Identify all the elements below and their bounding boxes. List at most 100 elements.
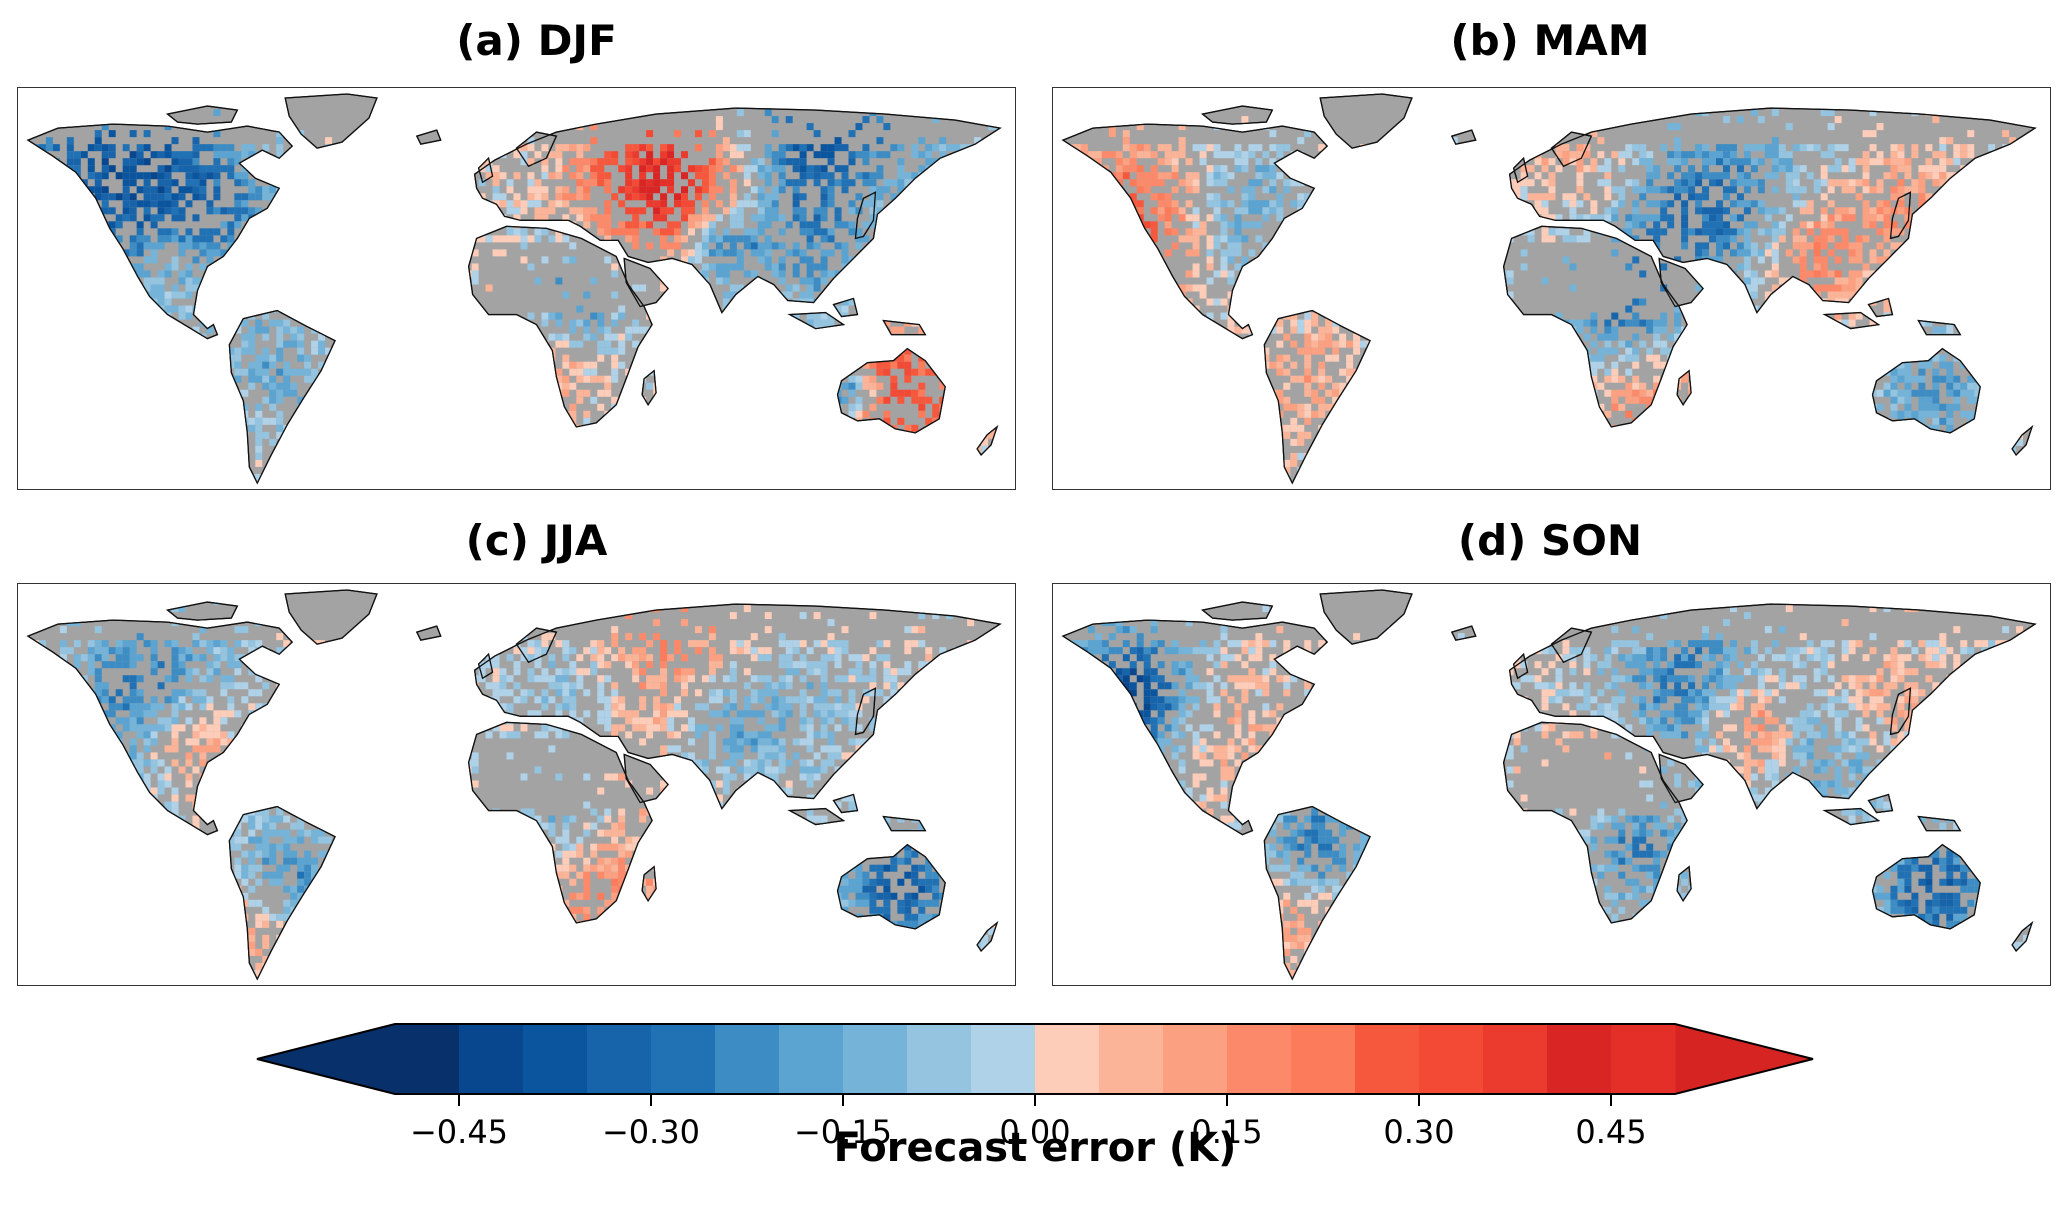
- grid-cell: [729, 389, 737, 397]
- grid-cell: [1646, 200, 1654, 208]
- grid-cell: [1087, 214, 1095, 222]
- grid-cell: [799, 179, 807, 187]
- grid-cell: [311, 270, 319, 278]
- grid-cell: [1820, 193, 1828, 201]
- grid-cell: [213, 375, 221, 383]
- grid-cell: [820, 235, 828, 243]
- grid-cell: [611, 102, 619, 110]
- grid-cell: [506, 403, 514, 411]
- grid-cell: [185, 424, 193, 432]
- grid-cell: [1457, 109, 1465, 117]
- grid-cell: [485, 207, 493, 215]
- grid-cell: [94, 263, 102, 271]
- grid-cell: [1548, 193, 1556, 201]
- grid-cell: [974, 417, 982, 425]
- grid-cell: [471, 333, 479, 341]
- grid-cell: [101, 151, 109, 159]
- grid-cell: [311, 417, 319, 425]
- grid-cell: [66, 186, 74, 194]
- grid-cell: [820, 382, 828, 390]
- grid-cell: [981, 473, 989, 481]
- grid-cell: [743, 445, 751, 453]
- grid-cell: [862, 263, 870, 271]
- grid-cell: [1848, 186, 1856, 194]
- grid-cell: [269, 277, 277, 285]
- grid-cell: [443, 396, 451, 404]
- grid-cell: [80, 466, 88, 474]
- grid-cell: [220, 410, 228, 418]
- grid-cell: [199, 228, 207, 236]
- grid-cell: [1185, 179, 1193, 187]
- grid-cell: [1374, 200, 1382, 208]
- grid-cell: [681, 235, 688, 243]
- grid-cell: [1262, 151, 1270, 159]
- grid-cell: [708, 221, 716, 229]
- grid-cell: [925, 445, 933, 453]
- grid-cell: [1450, 179, 1458, 187]
- grid-cell: [366, 473, 374, 481]
- grid-cell: [674, 480, 682, 483]
- grid-cell: [708, 424, 716, 432]
- grid-cell: [639, 179, 647, 187]
- grid-cell: [213, 172, 221, 180]
- grid-cell: [715, 403, 723, 411]
- grid-cell: [1164, 144, 1172, 152]
- grid-cell: [1157, 144, 1165, 152]
- grid-cell: [1492, 186, 1500, 194]
- grid-cell: [541, 158, 549, 166]
- grid-cell: [660, 326, 668, 334]
- grid-cell: [380, 319, 388, 327]
- grid-cell: [1988, 94, 1996, 96]
- grid-cell: [1820, 179, 1828, 187]
- grid-cell: [604, 186, 612, 194]
- grid-cell: [122, 165, 130, 173]
- grid-cell: [932, 193, 940, 201]
- grid-cell: [876, 396, 884, 404]
- grid-cell: [527, 347, 535, 355]
- grid-cell: [2030, 165, 2036, 173]
- grid-cell: [422, 445, 430, 453]
- grid-cell: [792, 375, 800, 383]
- grid-cell: [1429, 186, 1437, 194]
- grid-cell: [129, 424, 137, 432]
- grid-cell: [953, 438, 961, 446]
- grid-cell: [757, 249, 765, 257]
- grid-cell: [813, 284, 821, 292]
- grid-cell: [45, 137, 53, 145]
- grid-cell: [771, 291, 779, 299]
- grid-cell: [743, 228, 751, 236]
- grid-cell: [737, 488, 744, 489]
- grid-cell: [743, 459, 751, 467]
- grid-cell: [953, 256, 961, 264]
- grid-cell: [352, 158, 360, 166]
- grid-cell: [38, 263, 46, 271]
- grid-cell: [101, 228, 109, 236]
- grid-cell: [1269, 130, 1277, 138]
- grid-cell: [220, 277, 228, 285]
- grid-cell: [464, 361, 472, 369]
- grid-cell: [757, 186, 765, 194]
- grid-cell: [513, 207, 521, 215]
- grid-cell: [1062, 158, 1067, 166]
- grid-cell: [422, 473, 430, 481]
- grid-cell: [1381, 172, 1388, 180]
- grid-cell: [743, 382, 751, 390]
- grid-cell: [492, 424, 500, 432]
- grid-cell: [555, 165, 563, 173]
- grid-cell: [576, 179, 584, 187]
- grid-cell: [220, 165, 228, 173]
- grid-cell: [1597, 137, 1605, 145]
- grid-cell: [743, 480, 751, 483]
- grid-cell: [122, 200, 130, 208]
- grid-cell: [967, 389, 975, 397]
- grid-cell: [1053, 186, 1060, 193]
- grid-cell: [129, 242, 137, 250]
- grid-cell: [122, 249, 130, 257]
- grid-cell: [904, 375, 912, 383]
- grid-cell: [213, 459, 221, 467]
- grid-cell: [304, 361, 312, 369]
- grid-cell: [813, 424, 821, 432]
- grid-cell: [108, 151, 116, 159]
- grid-cell: [1269, 207, 1277, 215]
- grid-cell: [590, 361, 598, 369]
